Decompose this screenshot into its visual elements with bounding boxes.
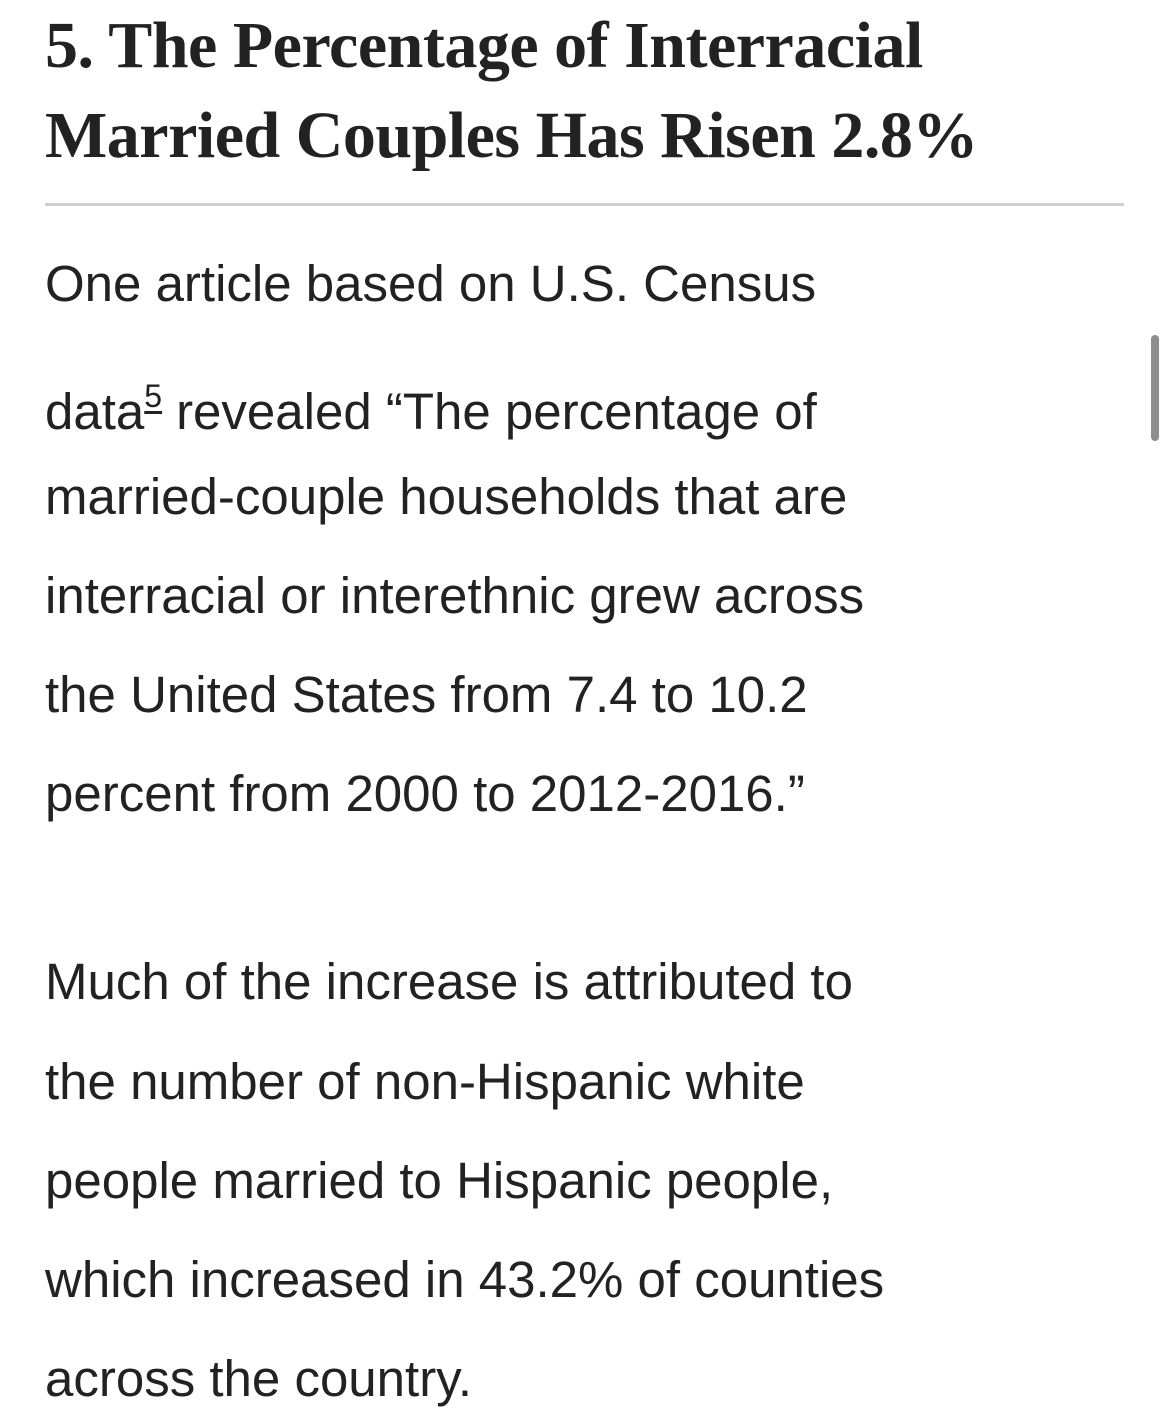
text-line: people married to Hispanic people, bbox=[45, 1152, 834, 1209]
text-line: percent from 2000 to 2012-2016.” bbox=[45, 765, 805, 822]
text: revealed “The percentage of bbox=[176, 383, 817, 440]
text-line: interracial or interethnic grew across bbox=[45, 567, 865, 624]
text-line: the number of non-Hispanic white bbox=[45, 1053, 805, 1110]
text-line: across the country. bbox=[45, 1350, 473, 1407]
heading-line: Married Couples Has Risen 2.8% bbox=[45, 99, 978, 172]
scrollbar[interactable] bbox=[1151, 335, 1159, 441]
text-line: One article based on U.S. Census bbox=[45, 255, 817, 312]
heading-line: 5. The Percentage of Interracial bbox=[45, 9, 923, 82]
divider bbox=[45, 203, 1124, 206]
text-line: data5 revealed “The percentage of bbox=[45, 366, 817, 442]
text-line: the United States from 7.4 to 10.2 bbox=[45, 666, 808, 723]
text-line: married-couple households that are bbox=[45, 468, 848, 525]
footnote-link[interactable]: 5 bbox=[144, 378, 163, 414]
text-line: Much of the increase is attributed to bbox=[45, 953, 853, 1010]
text-line: which increased in 43.2% of counties bbox=[45, 1251, 885, 1308]
text: data bbox=[45, 383, 145, 440]
